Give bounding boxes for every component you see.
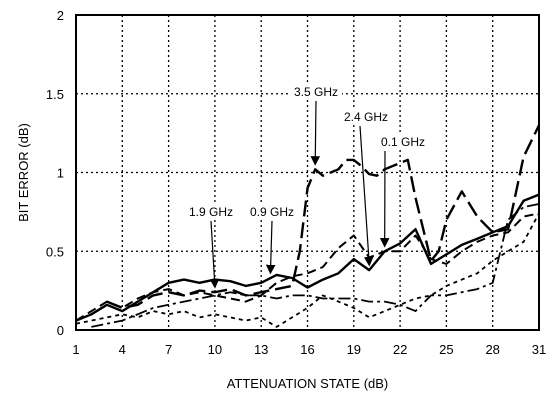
x-tick-label: 1 [72,342,79,357]
annotation-arrow [209,220,220,289]
series-line-2 [106,124,541,310]
y-tick-label: 1.5 [46,87,64,102]
y-tick-label: 0 [57,323,64,338]
series-group [75,124,541,328]
annotation-background [290,85,342,100]
x-tick-label: 19 [347,342,361,357]
y-tick-label: 2 [57,8,64,23]
y-axis-label: BIT ERROR (dB) [16,123,31,222]
x-tick-label: 7 [165,342,172,357]
plot-frame [75,14,540,331]
annotation-background [377,135,429,150]
x-axis-label: ATTENUATION STATE (dB) [227,376,389,391]
x-tick-label: 4 [119,342,126,357]
annotation-arrow [265,220,276,275]
y-tick-label: 0.5 [46,244,64,259]
x-tick-label: 16 [300,342,314,357]
ticks: 1 4 7 10 13 16 19 22 25 28 31 0 0.5 1 1.5 2 [46,8,546,357]
x-tick-label: 13 [254,342,268,357]
annotation-background [246,205,298,220]
x-tick-label: 28 [485,342,499,357]
annotation-background [340,110,392,125]
annotation-background [185,205,237,220]
x-tick-label: 25 [439,342,453,357]
grid [76,15,539,330]
annotation-label: 0.1 GHz [381,135,425,149]
annotation-arrow [310,100,321,166]
annotation-label: 2.4 GHz [344,110,388,124]
y-tick-label: 1 [57,166,64,181]
annotation-label: 3.5 GHz [294,85,338,99]
series-line-4 [75,212,540,328]
x-tick-label: 31 [532,342,546,357]
x-tick-label: 22 [393,342,407,357]
annotations: 3.5 GHz 2.4 GHz 0.1 GHz 1.9 GHz 0.9 GHz [185,85,429,289]
x-tick-label: 10 [208,342,222,357]
series-line-3 [75,212,540,322]
annotation-label: 1.9 GHz [189,205,233,219]
series-line-5 [91,203,540,328]
annotation-label: 0.9 GHz [250,205,294,219]
annotation-arrow [359,125,374,267]
